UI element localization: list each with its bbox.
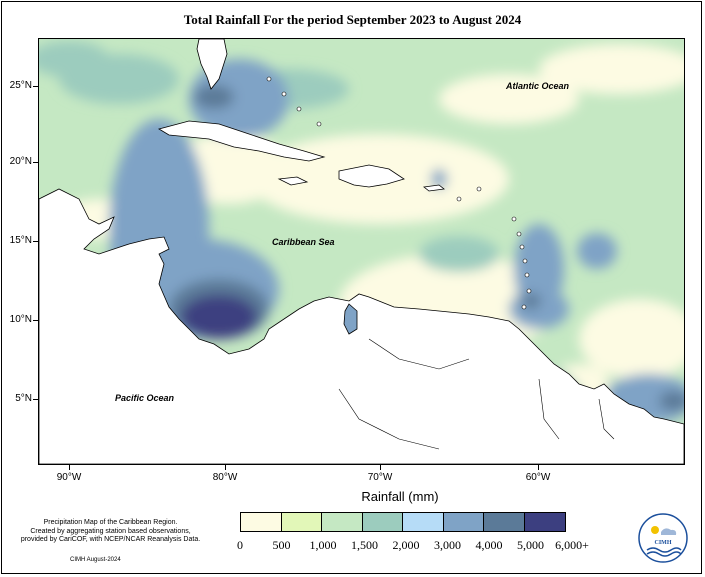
legend-swatch <box>403 513 444 531</box>
lat-label-10: 10°N <box>9 314 32 325</box>
rainfall-map-svg <box>39 39 684 464</box>
lon-label-60: 60°W <box>525 472 551 483</box>
footnote-line-3: provided by CariCOF, with NCEP/NCAR Rean… <box>20 536 201 543</box>
lon-tick-70 <box>380 465 381 470</box>
legend-swatch <box>443 513 484 531</box>
lon-label-70: 70°W <box>367 472 393 483</box>
legend-swatch <box>281 513 322 531</box>
legend-swatch <box>484 513 525 531</box>
legend-tick-label: 4,000 <box>475 538 503 552</box>
legend-tick-label: 5,000 <box>517 538 544 552</box>
legend-tick-label: 0 <box>237 538 243 552</box>
footnote-line-1: Precipitation Map of the Caribbean Regio… <box>43 519 178 526</box>
legend-tick-label: 2,000 <box>392 538 420 552</box>
lat-label-25: 25°N <box>9 80 32 91</box>
cimh-logo-icon: CIMH <box>638 513 688 563</box>
legend-tick-label: 6,000+ <box>555 538 589 552</box>
atlantic-ocean-label: Atlantic Ocean <box>506 81 570 91</box>
credit-text: CIMH August-2024 <box>70 557 121 563</box>
legend-swatch <box>241 513 282 531</box>
lat-label-20: 20°N <box>9 156 32 167</box>
logo-text: CIMH <box>655 540 672 546</box>
rainfall-map[interactable] <box>38 38 685 465</box>
legend-swatch <box>322 513 363 531</box>
lat-label-5: 5°N <box>15 393 32 404</box>
island-dots <box>266 76 532 310</box>
lat-tick-25 <box>33 86 38 87</box>
footnote: Precipitation Map of the Caribbean Regio… <box>18 519 203 545</box>
legend-tick-label: 1,500 <box>351 538 378 552</box>
map-title: Total Rainfall For the period September … <box>183 12 522 27</box>
legend-colorbar <box>240 512 566 532</box>
legend-tick-label: 1,000 <box>309 538 337 552</box>
legend-swatch <box>524 513 565 531</box>
lat-tick-10 <box>33 320 38 321</box>
legend-tick-label: 3,000 <box>434 538 461 552</box>
footnote-line-2: Created by aggregating station based obs… <box>30 527 191 535</box>
lon-tick-90 <box>69 465 70 470</box>
pacific-ocean-label: Pacific Ocean <box>115 393 175 403</box>
country-borders <box>338 338 615 450</box>
cimh-logo: CIMH <box>637 512 689 564</box>
lon-tick-60 <box>538 465 539 470</box>
lon-label-80: 80°W <box>212 472 238 483</box>
legend-swatch <box>362 513 403 531</box>
legend-tick-label: 500 <box>272 538 291 552</box>
caribbean-sea-label: Caribbean Sea <box>272 237 335 247</box>
legend-title: Rainfall (mm) <box>361 489 439 504</box>
land-outline <box>39 39 684 464</box>
lat-tick-15 <box>33 241 38 242</box>
lat-tick-20 <box>33 162 38 163</box>
lon-label-90: 90°W <box>56 472 82 483</box>
lat-tick-5 <box>33 399 38 400</box>
lon-tick-80 <box>225 465 226 470</box>
lat-label-15: 15°N <box>9 235 32 246</box>
